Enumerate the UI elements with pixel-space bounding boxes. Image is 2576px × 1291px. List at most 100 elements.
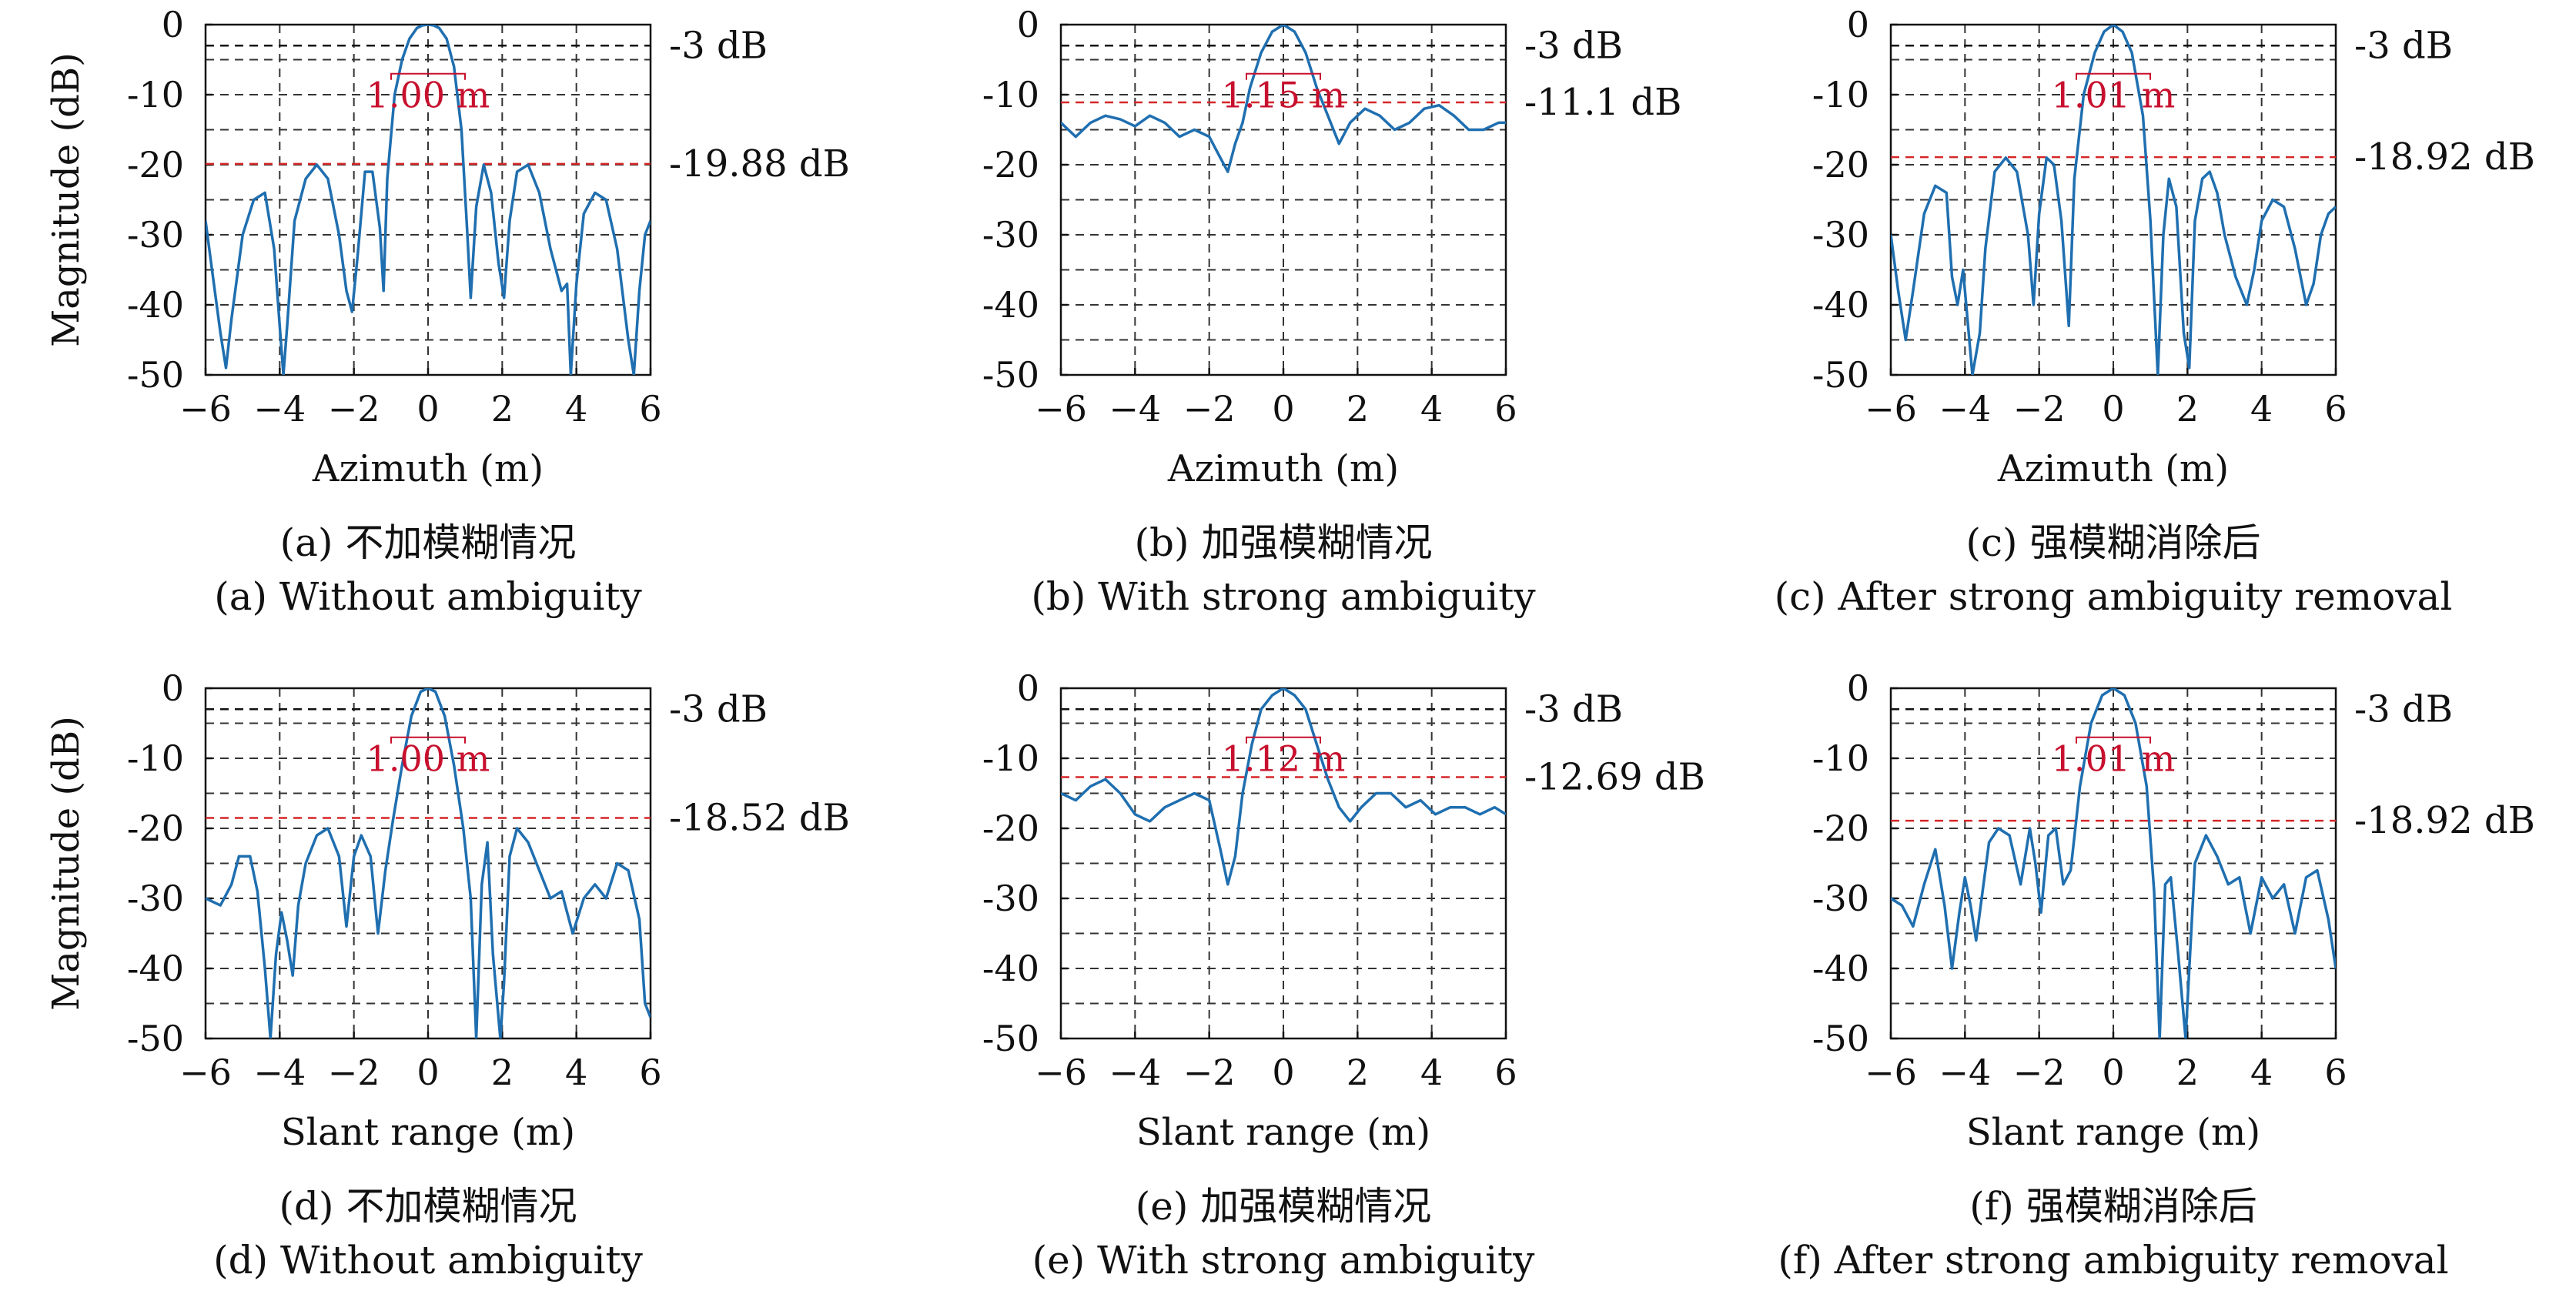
y-axis-label: Magnitude (dB) (45, 716, 88, 1011)
x-tick-label: −6 (1865, 1052, 1917, 1093)
y-tick-label: 0 (1847, 4, 1869, 45)
data-series-line (1061, 25, 1506, 173)
x-tick-label: −2 (328, 388, 380, 430)
resolution-bracket (1246, 736, 1321, 744)
y-tick-label: -40 (1812, 948, 1869, 989)
x-tick-label: 2 (491, 388, 514, 430)
y-tick-label: -50 (127, 354, 184, 396)
caption-chinese: (f) 强模糊消除后 (1969, 1184, 2257, 1229)
chart-panel: −6 −4 −2 0 2 4 6 0 -10 -20 -30 -40 -50 1.15 m -3 dB -11… (982, 4, 1681, 619)
data-series-line (1061, 688, 1506, 886)
y-tick-label: -50 (127, 1018, 184, 1059)
x-tick-label: 0 (2102, 1052, 2124, 1093)
caption-chinese: (d) 不加模糊情况 (279, 1184, 577, 1229)
x-tick-label: −4 (1939, 1052, 1991, 1093)
y-tick-label: -10 (982, 737, 1039, 779)
caption-chinese: (c) 强模糊消除后 (1966, 520, 2261, 565)
data-series-line (206, 688, 651, 1038)
y-tick-label: -50 (1812, 354, 1869, 396)
x-tick-label: 0 (417, 1052, 439, 1093)
x-tick-label: 0 (417, 388, 439, 430)
x-tick-label: −6 (1865, 388, 1917, 430)
x-axis-label: Azimuth (m) (312, 447, 544, 490)
x-tick-label: 4 (2250, 388, 2273, 430)
y-tick-label: -30 (1812, 214, 1869, 256)
ref-label-3db: -3 dB (2354, 687, 2453, 731)
caption-chinese: (e) 加强模糊情况 (1136, 1184, 1432, 1229)
chart-panel: −6 −4 −2 0 2 4 6 0 -10 -20 -30 -40 -50 1.12 m -3 dB -12… (982, 667, 1705, 1283)
caption-english: (d) Without ambiguity (213, 1238, 644, 1283)
y-tick-label: -10 (1812, 737, 1869, 779)
x-tick-label: −6 (179, 1052, 232, 1093)
y-tick-label: -30 (1812, 878, 1869, 919)
y-tick-label: -40 (127, 948, 184, 989)
y-tick-label: -50 (982, 354, 1039, 396)
y-tick-label: -20 (127, 144, 184, 186)
y-tick-label: 0 (1847, 667, 1869, 709)
x-tick-label: −2 (1183, 1052, 1236, 1093)
y-tick-label: -40 (127, 284, 184, 326)
resolution-label: 1.01 m (2052, 75, 2176, 116)
resolution-label: 1.00 m (366, 738, 490, 780)
x-tick-label: 6 (1494, 388, 1517, 430)
ref-label-sidelobe: -18.92 dB (2354, 799, 2535, 842)
ref-label-3db: -3 dB (669, 687, 768, 731)
x-tick-label: 4 (565, 1052, 587, 1093)
x-tick-label: −2 (328, 1052, 380, 1093)
resolution-label: 1.15 m (1222, 75, 1346, 116)
ref-label-sidelobe: -19.88 dB (669, 142, 850, 186)
x-tick-label: 2 (1347, 388, 1369, 430)
resolution-label: 1.00 m (366, 75, 490, 116)
y-tick-label: -30 (982, 878, 1039, 919)
resolution-bracket (390, 736, 466, 744)
x-tick-label: −6 (1035, 1052, 1087, 1093)
y-tick-label: -40 (982, 284, 1039, 326)
x-axis-label: Azimuth (m) (1997, 447, 2229, 490)
y-tick-label: 0 (1017, 667, 1039, 709)
caption-english: (c) After strong ambiguity removal (1775, 574, 2453, 619)
x-tick-label: 2 (491, 1052, 514, 1093)
x-tick-label: 4 (565, 388, 587, 430)
x-tick-label: −6 (179, 388, 232, 430)
x-tick-label: −2 (1183, 388, 1236, 430)
y-tick-label: -40 (1812, 284, 1869, 326)
x-tick-label: 6 (639, 388, 661, 430)
x-tick-label: −4 (253, 1052, 306, 1093)
x-tick-label: −2 (2013, 388, 2066, 430)
x-tick-label: 4 (2250, 1052, 2273, 1093)
y-tick-label: -30 (127, 878, 184, 919)
y-tick-label: -40 (982, 948, 1039, 989)
caption-english: (f) After strong ambiguity removal (1778, 1238, 2448, 1283)
y-tick-label: -30 (982, 214, 1039, 256)
y-tick-label: -20 (127, 808, 184, 849)
ref-label-sidelobe: -18.92 dB (2354, 135, 2535, 179)
x-axis-label: Azimuth (m) (1167, 447, 1399, 490)
x-tick-label: 2 (1347, 1052, 1369, 1093)
y-tick-label: -10 (127, 737, 184, 779)
y-tick-label: -10 (127, 74, 184, 115)
data-series-line (1891, 688, 2336, 1038)
ref-label-3db: -3 dB (669, 24, 768, 67)
x-tick-label: 4 (1420, 1052, 1443, 1093)
chart-panel: −6 −4 −2 0 2 4 6 0 -10 -20 -30 -40 -50 1.01 m -3 dB -18… (1778, 667, 2534, 1283)
x-axis-label: Slant range (m) (281, 1111, 575, 1154)
data-series-line (1891, 25, 2336, 375)
y-tick-label: 0 (162, 667, 184, 709)
x-tick-label: 0 (2102, 388, 2124, 430)
ref-label-3db: -3 dB (1524, 24, 1623, 67)
x-tick-label: −6 (1035, 388, 1087, 430)
y-tick-label: -10 (982, 74, 1039, 115)
x-tick-label: −4 (1939, 388, 1991, 430)
caption-chinese: (b) 加强模糊情况 (1135, 520, 1433, 565)
x-tick-label: 0 (1272, 1052, 1294, 1093)
ref-label-sidelobe: -12.69 dB (1524, 755, 1705, 798)
caption-english: (e) With strong ambiguity (1032, 1238, 1536, 1283)
ref-label-3db: -3 dB (2354, 24, 2453, 67)
resolution-bracket (390, 72, 466, 80)
chart-panel: −6 −4 −2 0 2 4 6 0 -10 -20 -30 -40 -50 1.01 m -3 dB -18… (1775, 4, 2535, 619)
resolution-label: 1.12 m (1222, 738, 1346, 780)
x-tick-label: −2 (2013, 1052, 2066, 1093)
y-tick-label: -20 (982, 144, 1039, 186)
y-tick-label: -20 (1812, 808, 1869, 849)
x-axis-label: Slant range (m) (1136, 1111, 1430, 1154)
